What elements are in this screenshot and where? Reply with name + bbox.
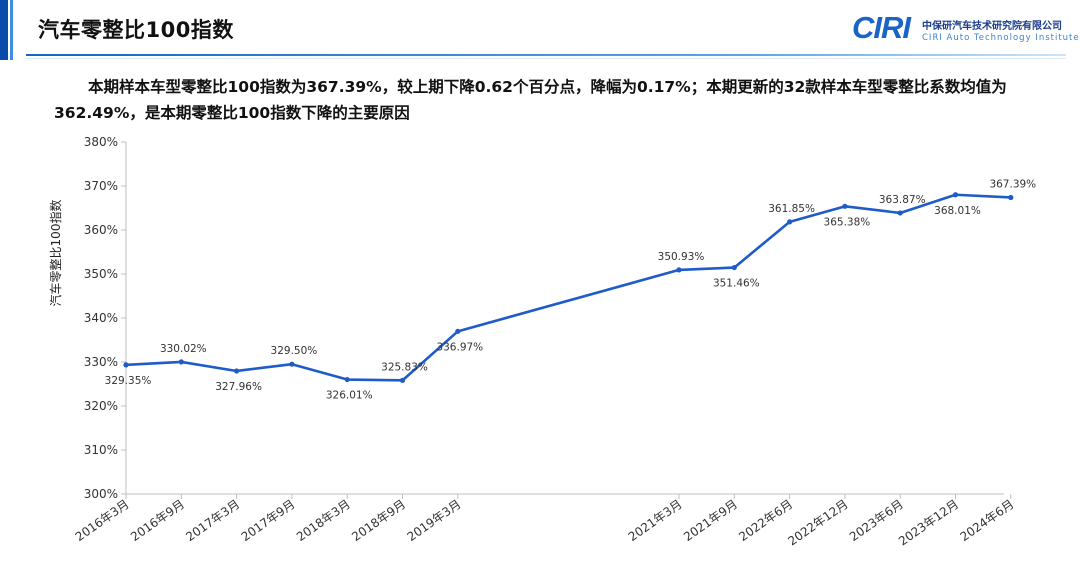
x-tick-label: 2017年3月: [183, 497, 242, 544]
data-label: 327.96%: [215, 381, 262, 393]
data-point: [952, 192, 959, 198]
page-title: 汽车零整比100指数: [38, 18, 234, 42]
data-point: [344, 376, 350, 383]
x-tick-label: 2016年9月: [128, 497, 187, 544]
data-label: 329.35%: [105, 375, 152, 387]
x-tick-label: 2018年3月: [294, 497, 353, 544]
data-label: 368.01%: [934, 205, 981, 217]
y-tick-label: 360%: [84, 223, 118, 237]
data-point: [842, 203, 848, 209]
data-label: 350.93%: [658, 251, 705, 263]
logo-company-name: 中保研汽车技术研究院有限公司: [922, 21, 1062, 32]
y-tick-label: 340%: [84, 311, 118, 325]
data-label: 336.97%: [436, 341, 483, 353]
header-accent-bar: [0, 0, 8, 60]
data-label: 326.01%: [326, 390, 373, 402]
header-divider-light: [26, 58, 1066, 59]
x-tick-label: 2024年6月: [958, 497, 1017, 544]
data-point: [897, 210, 903, 216]
x-tick-label: 2021年3月: [626, 497, 685, 544]
logo-english-name: CIRI Auto Technology Institute: [922, 33, 1080, 43]
data-point: [178, 359, 184, 365]
data-label: 365.38%: [824, 216, 871, 228]
data-point: [455, 328, 461, 334]
y-tick-label: 320%: [84, 399, 118, 413]
data-point: [1008, 194, 1014, 201]
x-tick-label: 2017年9月: [239, 497, 298, 544]
data-label: 351.46%: [713, 278, 760, 290]
y-tick-label: 310%: [84, 443, 118, 457]
x-tick-label: 2016年3月: [73, 497, 132, 544]
y-tick-label: 380%: [84, 135, 118, 149]
data-label: 367.39%: [989, 178, 1036, 190]
summary-text: 本期样本车型零整比100指数为367.39%，较上期下降0.62个百分点，降幅为…: [54, 78, 1007, 122]
header-divider: [26, 54, 1066, 56]
x-tick-label: 2018年9月: [349, 497, 408, 544]
data-label: 363.87%: [879, 194, 926, 206]
y-tick-label: 370%: [84, 179, 118, 193]
y-tick-label: 350%: [84, 267, 118, 281]
x-tick-label: 2022年12月: [785, 497, 850, 549]
data-point: [399, 377, 406, 383]
x-tick-label: 2023年12月: [896, 497, 961, 549]
y-axis-title: 汽车零整比100指数: [48, 200, 63, 307]
y-tick-label: 300%: [84, 487, 118, 501]
data-point: [787, 219, 793, 225]
data-point: [289, 361, 295, 367]
x-tick-label: 2021年9月: [681, 497, 740, 544]
logo-mark: CIRI: [852, 10, 911, 45]
data-label: 361.85%: [768, 203, 815, 215]
ciri-logo: CIRI 中保研汽车技术研究院有限公司 CIRI Auto Technology…: [852, 10, 1079, 48]
data-label: 330.02%: [160, 343, 207, 355]
data-label: 329.50%: [271, 345, 318, 357]
data-point: [234, 368, 240, 374]
data-point: [676, 267, 682, 273]
series-line: [124, 193, 1013, 382]
data-label: 325.83%: [381, 361, 428, 373]
header-accent-bar-thin: [10, 0, 13, 60]
data-point: [731, 264, 737, 271]
x-tick-label: 2019年3月: [405, 497, 464, 544]
y-tick-label: 330%: [84, 355, 118, 369]
data-point: [123, 362, 129, 368]
